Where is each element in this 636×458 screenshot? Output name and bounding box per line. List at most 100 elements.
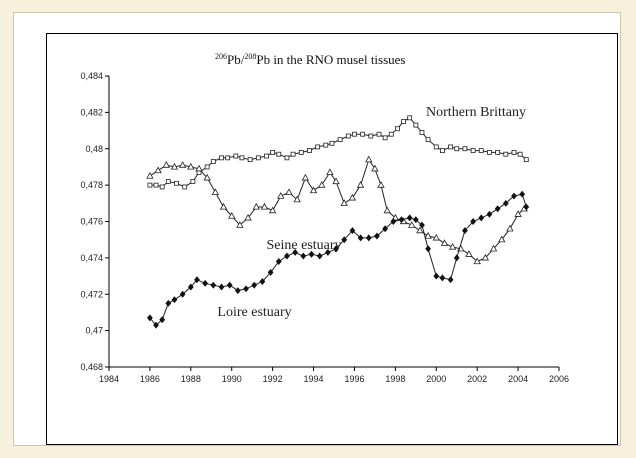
data-point-loire-estuary bbox=[447, 276, 454, 284]
data-point-seine-estuary bbox=[408, 221, 416, 228]
data-point-loire-estuary bbox=[251, 281, 258, 289]
data-point-seine-estuary bbox=[228, 212, 236, 219]
data-point-northern-brittany bbox=[247, 157, 253, 163]
data-point-loire-estuary bbox=[519, 190, 526, 198]
data-point-loire-estuary bbox=[243, 285, 249, 293]
data-point-loire-estuary bbox=[439, 274, 446, 282]
y-tick-label: 0,476 bbox=[80, 217, 103, 227]
data-point-loire-estuary bbox=[165, 299, 172, 307]
data-point-seine-estuary bbox=[356, 181, 365, 188]
data-point-northern-brittany bbox=[523, 157, 529, 163]
data-point-loire-estuary bbox=[365, 234, 372, 242]
data-point-seine-estuary bbox=[440, 239, 449, 246]
data-point-northern-brittany bbox=[462, 146, 468, 152]
data-point-northern-brittany bbox=[204, 164, 210, 170]
data-point-northern-brittany bbox=[419, 129, 425, 135]
data-point-seine-estuary bbox=[416, 226, 424, 234]
data-point-northern-brittany bbox=[323, 142, 329, 148]
data-point-loire-estuary bbox=[218, 283, 225, 291]
data-point-seine-estuary bbox=[236, 221, 244, 228]
data-point-loire-estuary bbox=[284, 252, 290, 260]
data-point-loire-estuary bbox=[234, 287, 241, 295]
data-point-seine-estuary bbox=[211, 188, 220, 196]
data-point-northern-brittany bbox=[448, 144, 453, 150]
x-tick-label: 1996 bbox=[344, 374, 364, 384]
data-point-northern-brittany bbox=[307, 148, 312, 153]
data-point-northern-brittany bbox=[298, 149, 304, 155]
data-point-seine-estuary bbox=[219, 202, 228, 210]
data-point-northern-brittany bbox=[190, 179, 196, 184]
data-point-seine-estuary bbox=[326, 168, 334, 175]
data-point-seine-estuary bbox=[195, 164, 203, 172]
data-point-seine-estuary bbox=[377, 181, 385, 188]
data-point-seine-estuary bbox=[318, 181, 326, 188]
data-point-seine-estuary bbox=[432, 233, 440, 241]
x-tick-label: 1990 bbox=[222, 374, 242, 384]
data-point-seine-estuary bbox=[481, 253, 490, 261]
y-tick-label: 0,484 bbox=[80, 71, 103, 81]
series-line-loire-estuary bbox=[149, 193, 527, 326]
data-point-seine-estuary bbox=[498, 235, 506, 243]
data-point-loire-estuary bbox=[194, 276, 200, 284]
data-point-loire-estuary bbox=[470, 218, 476, 225]
data-point-loire-estuary bbox=[267, 268, 274, 276]
data-point-seine-estuary bbox=[383, 206, 391, 214]
data-point-northern-brittany bbox=[159, 184, 165, 190]
title-sup-1: 206 bbox=[215, 52, 227, 61]
data-point-seine-estuary bbox=[268, 206, 277, 214]
data-point-northern-brittany bbox=[440, 148, 445, 153]
data-point-northern-brittany bbox=[388, 131, 394, 137]
data-point-loire-estuary bbox=[333, 245, 339, 253]
data-point-loire-estuary bbox=[187, 283, 194, 291]
data-point-loire-estuary bbox=[374, 232, 380, 240]
data-point-northern-brittany bbox=[401, 119, 406, 124]
data-point-northern-brittany bbox=[407, 115, 413, 121]
data-point-loire-estuary bbox=[159, 316, 166, 324]
data-point-loire-estuary bbox=[324, 248, 331, 256]
data-point-seine-estuary bbox=[146, 172, 154, 179]
y-tick-label: 0,474 bbox=[80, 253, 103, 263]
data-point-northern-brittany bbox=[264, 153, 269, 159]
y-tick-label: 0,472 bbox=[80, 289, 103, 299]
data-point-northern-brittany bbox=[517, 151, 523, 157]
data-point-northern-brittany bbox=[233, 153, 239, 159]
data-point-northern-brittany bbox=[368, 133, 374, 139]
data-point-seine-estuary bbox=[506, 224, 514, 232]
x-tick-label: 1994 bbox=[304, 374, 324, 384]
data-point-northern-brittany bbox=[329, 140, 335, 146]
y-tick-label: 0,47 bbox=[85, 326, 103, 336]
data-point-northern-brittany bbox=[337, 137, 343, 143]
data-point-seine-estuary bbox=[260, 202, 269, 210]
data-point-northern-brittany bbox=[433, 144, 439, 150]
data-point-northern-brittany bbox=[174, 180, 179, 186]
data-point-northern-brittany bbox=[395, 126, 400, 132]
data-point-northern-brittany bbox=[147, 182, 153, 188]
data-point-northern-brittany bbox=[182, 184, 188, 190]
data-point-seine-estuary bbox=[340, 199, 348, 206]
data-point-northern-brittany bbox=[413, 122, 419, 128]
data-point-loire-estuary bbox=[153, 321, 159, 329]
data-point-loire-estuary bbox=[523, 203, 530, 211]
x-tick-label: 2004 bbox=[508, 374, 528, 384]
data-point-seine-estuary bbox=[252, 202, 260, 210]
data-point-loire-estuary bbox=[453, 254, 460, 262]
data-point-loire-estuary bbox=[275, 258, 282, 265]
figure-frame: 206Pb/208Pb in the RNO musel tissues 0,4… bbox=[13, 12, 621, 446]
data-point-northern-brittany bbox=[470, 148, 476, 153]
annotation-northern-brittany: Northern Brittany bbox=[426, 105, 526, 120]
data-point-northern-brittany bbox=[425, 137, 431, 143]
data-point-seine-estuary bbox=[170, 162, 179, 170]
data-point-loire-estuary bbox=[382, 225, 389, 233]
title-part-2: Pb in the RNO musel tissues bbox=[256, 52, 405, 67]
data-point-seine-estuary bbox=[348, 193, 357, 201]
data-point-loire-estuary bbox=[202, 279, 209, 287]
data-point-northern-brittany bbox=[276, 151, 282, 157]
data-point-loire-estuary bbox=[300, 252, 307, 260]
data-point-seine-estuary bbox=[178, 161, 187, 168]
y-tick-label: 0,468 bbox=[80, 362, 103, 372]
data-point-loire-estuary bbox=[147, 314, 153, 322]
chart-container: 206Pb/208Pb in the RNO musel tissues 0,4… bbox=[46, 33, 618, 445]
data-point-northern-brittany bbox=[495, 149, 501, 155]
data-point-northern-brittany bbox=[239, 155, 245, 161]
data-point-seine-estuary bbox=[424, 232, 432, 239]
